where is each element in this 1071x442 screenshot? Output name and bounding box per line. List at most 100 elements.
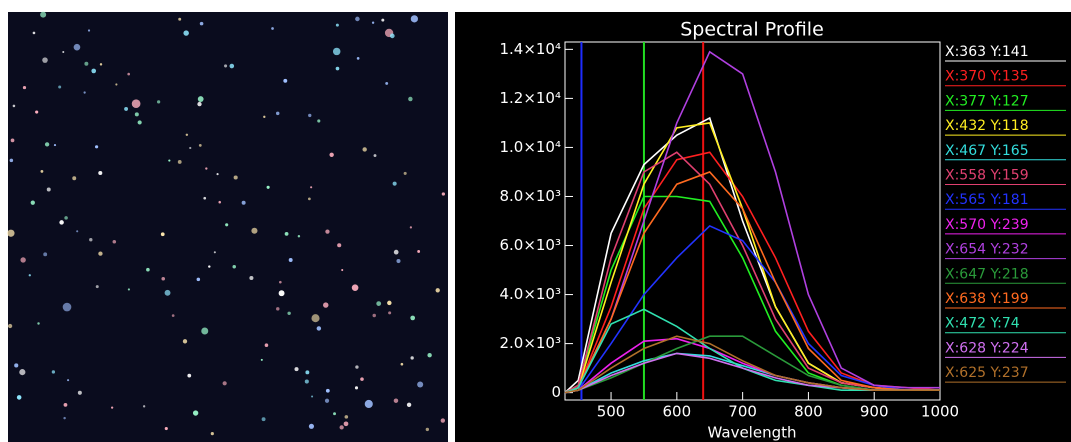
y-tick-label: 6.0×10³ xyxy=(499,236,561,254)
legend-label: X:638 Y:199 xyxy=(945,291,1029,307)
star xyxy=(224,64,228,68)
star xyxy=(381,18,385,22)
star xyxy=(161,276,166,281)
star xyxy=(261,417,266,422)
star xyxy=(325,388,330,393)
star xyxy=(337,243,342,248)
star xyxy=(168,159,171,162)
star xyxy=(392,181,397,186)
star xyxy=(335,66,340,71)
star xyxy=(308,423,315,429)
star xyxy=(376,301,382,306)
star xyxy=(440,418,446,423)
star xyxy=(329,152,334,157)
star xyxy=(251,227,258,234)
star xyxy=(307,197,311,201)
star xyxy=(218,200,221,204)
star xyxy=(59,220,64,225)
star xyxy=(351,284,359,291)
star xyxy=(284,232,289,236)
legend-label: X:628 Y:224 xyxy=(945,340,1029,356)
star xyxy=(241,200,246,205)
y-tick-label: 1.2×10⁴ xyxy=(499,89,561,107)
star xyxy=(373,154,377,158)
star xyxy=(213,251,216,254)
x-tick-label: 600 xyxy=(663,403,692,421)
star xyxy=(389,33,395,39)
star xyxy=(410,15,418,23)
star xyxy=(112,239,117,244)
star xyxy=(182,339,188,344)
star xyxy=(83,91,86,94)
star xyxy=(98,251,103,256)
star xyxy=(63,416,66,420)
star xyxy=(16,395,22,400)
legend-label: X:467 Y:165 xyxy=(945,143,1029,159)
star xyxy=(297,235,301,238)
star xyxy=(341,269,344,272)
star xyxy=(372,313,376,318)
star xyxy=(201,327,209,335)
star xyxy=(189,146,192,150)
star xyxy=(410,356,414,360)
star xyxy=(388,311,392,315)
star xyxy=(131,99,141,109)
x-tick-label: 500 xyxy=(597,403,626,421)
star xyxy=(216,173,219,176)
legend-label: X:432 Y:118 xyxy=(945,118,1029,134)
star xyxy=(225,223,229,227)
star xyxy=(323,302,329,308)
star xyxy=(40,11,47,18)
star xyxy=(316,326,322,331)
star xyxy=(160,232,165,237)
star xyxy=(360,377,364,381)
stars xyxy=(7,11,446,436)
star xyxy=(146,267,150,272)
legend-label: X:370 Y:135 xyxy=(945,69,1029,85)
star xyxy=(222,381,227,386)
star xyxy=(356,57,360,60)
star xyxy=(266,185,270,189)
star xyxy=(304,379,309,384)
star xyxy=(311,395,314,398)
star xyxy=(115,83,118,86)
star xyxy=(279,280,282,284)
star xyxy=(278,290,285,297)
x-tick-label: 700 xyxy=(728,403,757,421)
star xyxy=(335,23,339,27)
star xyxy=(164,289,171,296)
star xyxy=(324,398,330,403)
star xyxy=(317,119,321,123)
x-tick-label: 1000 xyxy=(921,403,959,421)
star xyxy=(10,138,15,143)
star xyxy=(58,85,62,89)
y-tick-label: 4.0×10³ xyxy=(499,285,561,303)
star xyxy=(332,47,341,56)
star xyxy=(171,314,175,317)
star xyxy=(249,275,254,281)
star xyxy=(410,315,416,321)
star xyxy=(409,226,413,229)
star xyxy=(134,112,139,117)
star xyxy=(196,277,201,282)
star xyxy=(264,343,269,347)
star xyxy=(35,110,39,114)
star xyxy=(294,367,299,372)
star xyxy=(339,425,344,430)
star xyxy=(283,78,288,83)
star xyxy=(435,288,440,293)
legend-label: X:647 Y:218 xyxy=(945,266,1029,282)
star xyxy=(425,427,430,432)
star xyxy=(232,264,236,269)
star xyxy=(19,369,26,376)
legend-label: X:565 Y:181 xyxy=(945,192,1029,208)
star xyxy=(417,250,421,253)
star xyxy=(210,432,214,436)
star xyxy=(393,249,399,255)
star xyxy=(7,229,15,237)
star xyxy=(325,229,330,234)
star xyxy=(229,63,235,69)
star xyxy=(9,158,14,163)
star xyxy=(44,142,50,147)
